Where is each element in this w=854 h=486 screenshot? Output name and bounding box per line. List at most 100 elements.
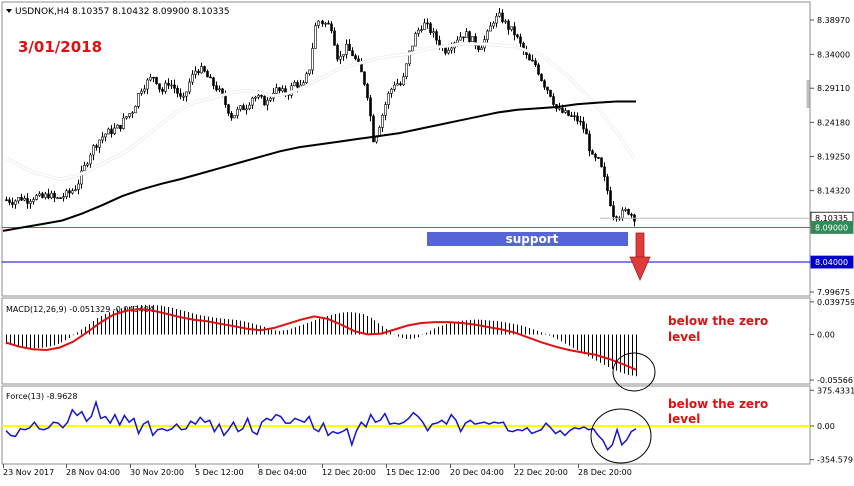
price-tag-label: 8.10335 xyxy=(815,214,848,223)
candle-body xyxy=(200,66,203,74)
macd-indicator: MACD(12,26,9) -0.051329 -0.043484 0.03975… xyxy=(5,298,854,385)
candle-body xyxy=(8,199,11,203)
candle-body xyxy=(29,201,32,204)
candle-body xyxy=(597,157,600,159)
force-note-line1: below the zero xyxy=(668,397,768,411)
candle-body xyxy=(606,176,609,192)
candle-body xyxy=(62,196,65,199)
candle-body xyxy=(179,93,182,97)
candle-body xyxy=(257,95,260,98)
candle-body xyxy=(465,31,468,38)
candle-body xyxy=(549,89,552,97)
candle-body xyxy=(456,39,459,44)
candle-body xyxy=(372,115,375,143)
time-tick-label: 20 Dec 04:00 xyxy=(450,468,504,477)
candle-body xyxy=(143,88,146,92)
candle-body xyxy=(146,79,149,90)
candle-body xyxy=(233,115,236,119)
symbol-menu-icon[interactable] xyxy=(6,9,12,13)
candle-body xyxy=(489,25,492,32)
candle-body xyxy=(170,84,173,87)
candle-body xyxy=(35,195,38,200)
candle-body xyxy=(423,22,426,30)
candle-body xyxy=(579,120,582,123)
candle-body xyxy=(113,127,116,135)
candle-body xyxy=(203,66,206,72)
candle-body xyxy=(89,154,92,165)
candle-body xyxy=(176,87,179,94)
price-tag-box xyxy=(810,221,854,234)
candle-body xyxy=(324,22,327,25)
candle-body xyxy=(321,20,324,25)
candle-body xyxy=(269,97,272,101)
candle-body xyxy=(158,83,161,90)
candle-body xyxy=(468,31,471,42)
candle-body xyxy=(624,208,627,211)
candle-body xyxy=(351,50,354,57)
candle-body xyxy=(161,88,164,92)
candle-body xyxy=(95,145,98,148)
candle-body xyxy=(363,71,366,85)
candle-body xyxy=(86,163,89,166)
price-tick-label: 8.34000 xyxy=(817,50,850,59)
support-box xyxy=(427,232,628,246)
candle-body xyxy=(369,97,372,117)
price-tick-label: 8.24180 xyxy=(817,118,850,127)
candle-body xyxy=(387,93,390,105)
candle-body xyxy=(393,84,396,90)
candle-body xyxy=(194,70,197,75)
moving-averages xyxy=(2,42,636,232)
macd-signal-line xyxy=(5,307,637,371)
candle-body xyxy=(218,88,221,91)
candle-body xyxy=(41,193,44,198)
candle-body xyxy=(65,190,68,198)
candle-body xyxy=(396,83,399,86)
candle-body xyxy=(164,82,167,92)
candle-body xyxy=(627,208,630,215)
time-tick-label: 30 Nov 20:00 xyxy=(130,468,184,477)
candle-body xyxy=(390,88,393,94)
candle-body xyxy=(330,23,333,32)
force-tick-label: -354.5791 xyxy=(817,456,854,465)
candle-body xyxy=(56,197,59,199)
candle-body xyxy=(53,192,56,199)
candle-body xyxy=(444,47,447,54)
candle-body xyxy=(492,22,495,27)
candle-body xyxy=(378,127,381,137)
force-title: Force(13) -8.9628 xyxy=(6,392,78,401)
candle-body xyxy=(116,124,119,129)
candle-body xyxy=(513,26,516,36)
candle-body xyxy=(119,124,122,129)
time-tick-label: 12 Dec 20:00 xyxy=(322,468,376,477)
candle-body xyxy=(384,104,387,116)
macd-note-line2: level xyxy=(668,330,700,344)
candle-body xyxy=(612,205,615,217)
candle-body xyxy=(435,31,438,41)
candle-body xyxy=(80,170,83,185)
candle-body xyxy=(486,30,489,40)
candle-body xyxy=(83,165,86,172)
macd-note-line1: below the zero xyxy=(668,314,768,328)
candle-body xyxy=(531,59,534,62)
candle-body xyxy=(47,193,50,199)
candle-body xyxy=(480,47,483,50)
candle-body xyxy=(215,85,218,91)
candle-body xyxy=(5,199,8,202)
candle-body xyxy=(155,76,158,84)
candle-body xyxy=(411,45,414,52)
candle-body xyxy=(23,198,26,201)
candle-body xyxy=(140,90,143,94)
candle-body xyxy=(582,121,585,130)
candle-body xyxy=(414,33,417,47)
candle-body xyxy=(426,22,429,25)
time-tick-label: 15 Dec 12:00 xyxy=(386,468,440,477)
candle-body xyxy=(594,154,597,158)
candle-body xyxy=(173,84,176,89)
time-axis: 23 Nov 2017 28 Nov 04:00 30 Nov 20:00 5 Dec… xyxy=(3,464,632,477)
candle-body xyxy=(17,197,20,202)
candle-body xyxy=(408,50,411,65)
candle-body xyxy=(552,96,555,105)
candle-body xyxy=(537,64,540,75)
